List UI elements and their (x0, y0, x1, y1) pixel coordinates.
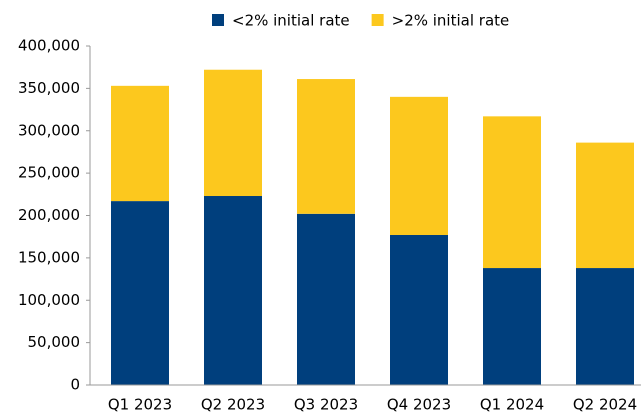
y-tick-label: 300,000 (18, 121, 80, 139)
y-tick-label: 50,000 (28, 333, 81, 351)
bar-segment (297, 79, 355, 214)
y-tick-label: 400,000 (18, 37, 80, 55)
y-tick-label: 150,000 (18, 248, 80, 266)
bar-segment (204, 69, 262, 197)
legend-swatch (212, 14, 224, 26)
x-tick-label: Q2 2024 (573, 396, 637, 414)
y-tick-label: 100,000 (18, 291, 80, 309)
bar-segment (111, 201, 169, 385)
bar-segment (297, 213, 355, 385)
y-tick-label: 0 (70, 376, 80, 394)
legend-label: >2% initial rate (392, 12, 510, 30)
x-tick-label: Q3 2023 (294, 396, 358, 414)
y-tick-label: 200,000 (18, 206, 80, 224)
y-tick-label: 250,000 (18, 164, 80, 182)
legend-swatch (371, 14, 384, 26)
x-tick-label: Q1 2023 (108, 396, 172, 414)
bar-segment (390, 96, 448, 235)
bar-segment (483, 116, 541, 269)
bar-segment (483, 268, 541, 385)
legend-label: <2% initial rate (232, 12, 350, 30)
x-tick-label: Q2 2023 (201, 396, 265, 414)
bar-segment (111, 85, 169, 202)
bar-segment (390, 234, 448, 385)
bar-segment (576, 142, 634, 269)
y-tick-label: 350,000 (18, 79, 80, 97)
x-tick-label: Q4 2023 (387, 396, 451, 414)
bar-segment (576, 268, 634, 385)
bar-segment (204, 196, 262, 385)
x-tick-label: Q1 2024 (480, 396, 544, 414)
